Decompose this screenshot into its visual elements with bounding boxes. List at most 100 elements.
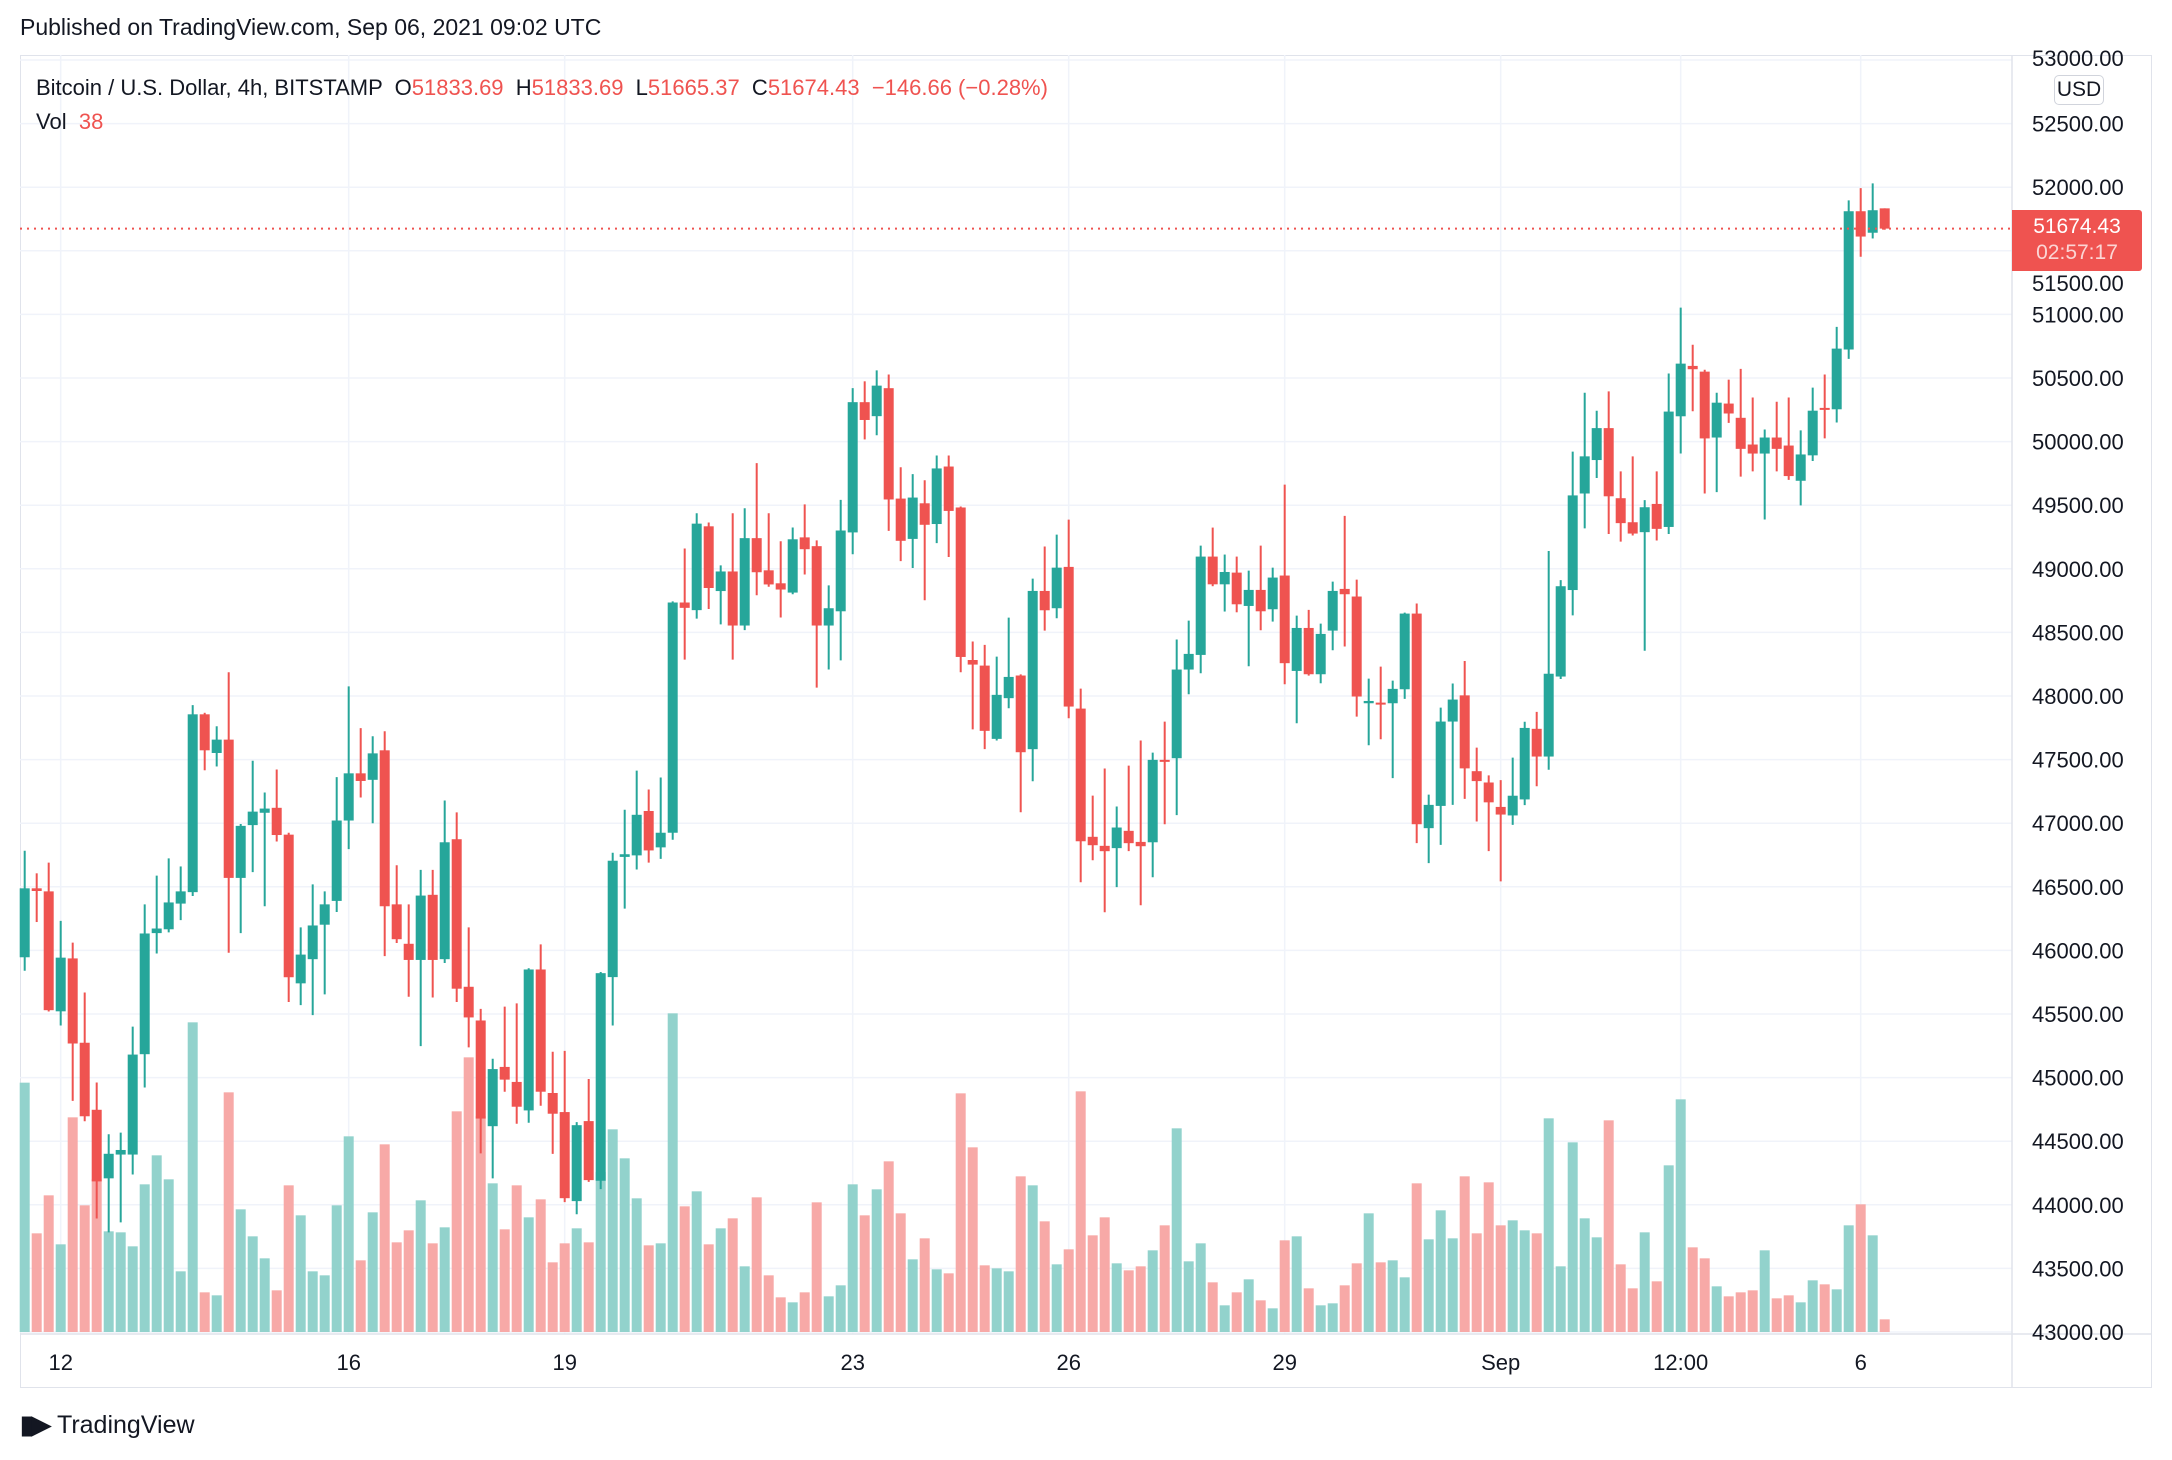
- currency-button[interactable]: USD: [2054, 75, 2104, 105]
- candle[interactable]: [1459, 661, 1470, 799]
- candle[interactable]: [1663, 373, 1674, 534]
- candle[interactable]: [1615, 471, 1626, 542]
- candle[interactable]: [367, 736, 378, 824]
- candle[interactable]: [1147, 752, 1158, 878]
- candle[interactable]: [835, 499, 846, 661]
- candle[interactable]: [1783, 397, 1794, 480]
- candle[interactable]: [391, 865, 402, 944]
- candle[interactable]: [1471, 747, 1482, 822]
- candle[interactable]: [1591, 410, 1602, 478]
- candle[interactable]: [1435, 707, 1446, 845]
- candle[interactable]: [1087, 795, 1098, 861]
- price-axis[interactable]: 53000.00 52500.00 52000.00 51500.00 51000.00…: [2032, 46, 2124, 1345]
- candle[interactable]: [1015, 674, 1026, 813]
- candle[interactable]: [127, 1026, 138, 1175]
- candle[interactable]: [715, 565, 726, 625]
- candle[interactable]: [967, 641, 978, 730]
- candle[interactable]: [1639, 500, 1650, 651]
- candle[interactable]: [1867, 183, 1878, 239]
- candle[interactable]: [895, 467, 906, 562]
- candle[interactable]: [763, 513, 774, 587]
- candle[interactable]: [91, 1082, 102, 1219]
- candle[interactable]: [1315, 623, 1326, 684]
- candle[interactable]: [1123, 765, 1134, 852]
- candle[interactable]: [187, 705, 198, 896]
- candle[interactable]: [1543, 550, 1554, 770]
- candle[interactable]: [31, 873, 42, 923]
- legend-symbol[interactable]: Bitcoin / U.S. Dollar, 4h, BITSTAMP: [36, 75, 383, 100]
- candle[interactable]: [211, 726, 222, 767]
- candle[interactable]: [475, 1008, 486, 1154]
- candle[interactable]: [751, 463, 762, 596]
- candle[interactable]: [1291, 615, 1302, 724]
- candle[interactable]: [655, 777, 666, 859]
- candle[interactable]: [1447, 683, 1458, 805]
- candle[interactable]: [1687, 344, 1698, 412]
- candle[interactable]: [1075, 688, 1086, 883]
- candle[interactable]: [1171, 639, 1182, 816]
- candle[interactable]: [583, 1078, 594, 1182]
- candle[interactable]: [847, 388, 858, 555]
- candle[interactable]: [1759, 429, 1770, 520]
- candle[interactable]: [103, 1134, 114, 1233]
- candle[interactable]: [1267, 567, 1278, 622]
- candle[interactable]: [139, 904, 150, 1088]
- candle[interactable]: [931, 455, 942, 544]
- candle[interactable]: [295, 927, 306, 1006]
- candle[interactable]: [607, 852, 618, 1026]
- candle[interactable]: [1207, 527, 1218, 587]
- candle[interactable]: [823, 585, 834, 670]
- candle[interactable]: [523, 968, 534, 1123]
- candle[interactable]: [547, 1051, 558, 1154]
- candle[interactable]: [1495, 780, 1506, 882]
- candle[interactable]: [1723, 379, 1734, 423]
- candle[interactable]: [1399, 612, 1410, 699]
- candle[interactable]: [667, 601, 678, 840]
- candle[interactable]: [559, 1050, 570, 1203]
- candle[interactable]: [1879, 208, 1890, 230]
- candle[interactable]: [1519, 721, 1530, 806]
- candle[interactable]: [343, 686, 354, 850]
- candle[interactable]: [1375, 666, 1386, 740]
- candle[interactable]: [307, 884, 318, 1016]
- candle[interactable]: [1603, 391, 1614, 534]
- candle[interactable]: [283, 832, 294, 1003]
- candle[interactable]: [1807, 387, 1818, 462]
- candle[interactable]: [631, 770, 642, 870]
- candle[interactable]: [1555, 580, 1566, 679]
- candle[interactable]: [1111, 806, 1122, 888]
- candle[interactable]: [487, 1058, 498, 1179]
- candle[interactable]: [595, 972, 606, 1190]
- candle[interactable]: [379, 731, 390, 957]
- candle[interactable]: [163, 858, 174, 933]
- candle[interactable]: [439, 800, 450, 963]
- candle[interactable]: [1303, 609, 1314, 676]
- candle[interactable]: [271, 769, 282, 842]
- candle[interactable]: [799, 504, 810, 575]
- candle[interactable]: [1255, 545, 1266, 631]
- candle[interactable]: [703, 522, 714, 609]
- candle[interactable]: [1135, 740, 1146, 906]
- candle[interactable]: [1567, 451, 1578, 616]
- candle[interactable]: [259, 792, 270, 907]
- candle[interactable]: [1507, 757, 1518, 825]
- candle[interactable]: [319, 891, 330, 995]
- candle[interactable]: [1855, 188, 1866, 257]
- candle[interactable]: [1027, 578, 1038, 782]
- candle[interactable]: [979, 644, 990, 750]
- candle[interactable]: [1159, 721, 1170, 825]
- candle[interactable]: [739, 508, 750, 631]
- candle[interactable]: [1327, 581, 1338, 651]
- candle[interactable]: [1099, 768, 1110, 913]
- candle[interactable]: [1051, 534, 1062, 619]
- candle[interactable]: [1279, 484, 1290, 685]
- candle[interactable]: [1531, 711, 1542, 787]
- candle[interactable]: [199, 712, 210, 771]
- candle[interactable]: [427, 869, 438, 998]
- candle[interactable]: [811, 540, 822, 688]
- candle[interactable]: [871, 370, 882, 436]
- candle[interactable]: [1003, 617, 1014, 709]
- candle[interactable]: [1675, 307, 1686, 454]
- candle[interactable]: [1819, 374, 1830, 439]
- candle[interactable]: [1063, 519, 1074, 719]
